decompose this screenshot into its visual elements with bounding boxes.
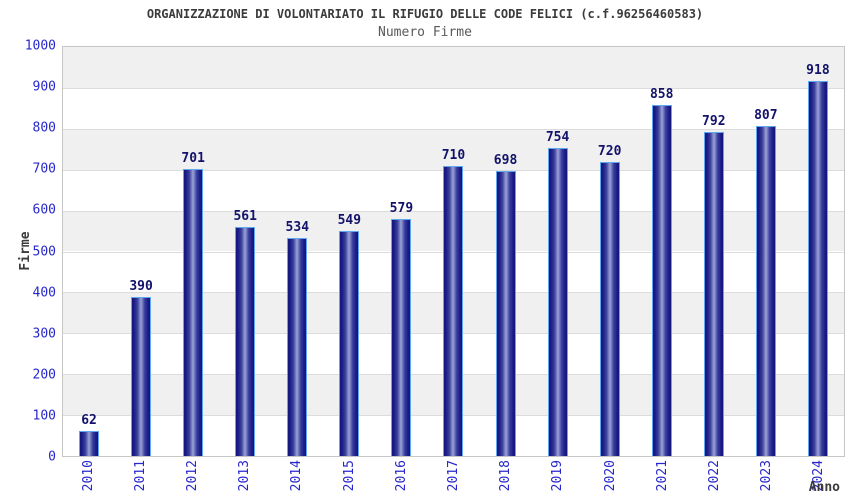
bar-2010 (79, 430, 100, 456)
plot-band (63, 87, 844, 129)
y-axis-tick-labels: 0 100 200 300 400 500 600 700 800 900 1000 (0, 40, 56, 464)
bar-value-label: 534 (285, 219, 310, 235)
bar-2011 (131, 296, 152, 456)
bar-group-2023: 807 (740, 47, 792, 456)
x-tick-cell: 2016 (375, 460, 427, 500)
x-axis-tick-labels: 2010 2011 2012 2013 2014 2015 2016 2017 2018 2019… (62, 460, 845, 500)
bar-value-label: 390 (129, 278, 153, 294)
y-tick-label: 700 (32, 161, 56, 177)
y-tick-label: 600 (32, 202, 56, 218)
bar-group-2022: 792 (688, 47, 740, 456)
bar-group-2011: 390 (115, 47, 167, 456)
bar-2017 (443, 165, 464, 456)
bar-value-label: 710 (441, 147, 466, 163)
bar-group-2016: 579 (375, 47, 427, 456)
y-tick-label: 200 (32, 367, 56, 383)
x-tick-cell: 2021 (636, 460, 688, 500)
x-tick-cell: 2015 (323, 460, 375, 500)
bar-value-label: 62 (81, 412, 97, 428)
bar-group-2020: 720 (584, 47, 636, 456)
x-tick-label: 2016 (393, 460, 409, 492)
bar-2020 (599, 161, 620, 456)
x-tick-label: 2021 (654, 460, 670, 492)
x-tick-cell: 2011 (114, 460, 166, 500)
bars-container: 62 390 701 561 534 549 579 710 698 754 720 858 792 80… (63, 47, 844, 456)
bar-value-label: 701 (181, 151, 205, 167)
y-tick-label: 900 (32, 79, 56, 95)
bar-2019 (547, 147, 568, 456)
bar-value-label: 754 (545, 129, 570, 145)
chart-title: ORGANIZZAZIONE DI VOLONTARIATO IL RIFUGI… (146, 7, 704, 21)
bar-2013 (235, 226, 256, 456)
x-tick-label: 2012 (185, 460, 200, 492)
x-tick-label: 2013 (237, 460, 253, 492)
bar-2024 (807, 80, 828, 456)
bar-group-2021: 858 (636, 47, 688, 456)
x-tick-label: 2011 (132, 460, 148, 492)
x-tick-cell: 2012 (166, 460, 218, 500)
x-tick-cell: 2010 (62, 460, 114, 500)
x-tick-label: 2019 (550, 460, 566, 492)
bar-group-2018: 698 (480, 47, 532, 456)
x-tick-cell: 2022 (688, 460, 740, 500)
x-tick-cell: 2019 (532, 460, 584, 500)
bar-value-label: 698 (493, 152, 518, 168)
bar-2018 (495, 170, 516, 456)
bar-2016 (391, 219, 412, 456)
plot-band (63, 47, 844, 88)
y-tick-label: 1000 (24, 38, 56, 54)
bar-value-label: 549 (337, 213, 362, 229)
y-tick-label: 400 (32, 285, 56, 301)
x-tick-label: 2018 (498, 460, 514, 492)
bar-group-2017: 710 (427, 47, 479, 456)
bar-value-label: 807 (754, 107, 778, 123)
x-tick-label: 2017 (446, 460, 462, 492)
y-tick-label: 500 (32, 244, 56, 259)
bar-group-2014: 534 (271, 47, 323, 456)
x-tick-label: 2022 (707, 460, 723, 492)
x-tick-cell: 2020 (584, 460, 636, 500)
x-axis-title: Anno (808, 480, 840, 495)
x-tick-cell: 2013 (219, 460, 271, 500)
x-tick-label: 2023 (759, 460, 775, 492)
bar-value-label: 720 (597, 143, 622, 159)
x-tick-cell: 2018 (480, 460, 532, 500)
bar-2014 (287, 237, 308, 456)
x-tick-label: 2020 (602, 460, 618, 492)
bar-group-2010: 62 (63, 47, 115, 456)
bar-group-2012: 701 (167, 47, 219, 456)
x-tick-cell: 2017 (427, 460, 479, 500)
chart-subtitle: Numero Firme (378, 25, 472, 40)
y-tick-label: 0 (48, 449, 56, 465)
x-tick-cell: 2023 (741, 460, 793, 500)
bar-value-label: 918 (806, 62, 830, 78)
bar-value-label: 579 (389, 201, 414, 217)
bar-2015 (339, 231, 360, 456)
x-tick-label: 2014 (289, 460, 305, 492)
bar-group-2015: 549 (323, 47, 375, 456)
x-tick-cell: 2014 (271, 460, 323, 500)
bar-value-label: 561 (233, 208, 257, 224)
bar-value-label: 858 (649, 87, 674, 103)
bar-2023 (755, 125, 776, 456)
plot-area: 62 390 701 561 534 549 579 710 698 754 720 858 792 80… (62, 46, 845, 457)
x-tick-label: 2010 (80, 460, 96, 492)
bar-2012 (183, 169, 204, 456)
bar-group-2013: 561 (219, 47, 271, 456)
x-tick-label: 2015 (341, 460, 357, 492)
y-tick-label: 800 (32, 120, 56, 136)
bar-2021 (651, 105, 672, 456)
bar-group-2019: 754 (532, 47, 584, 456)
bar-value-label: 792 (702, 114, 726, 130)
y-tick-label: 100 (32, 408, 56, 424)
bar-2022 (703, 132, 724, 456)
y-tick-label: 300 (32, 326, 56, 342)
bar-group-2024: 918 (792, 47, 844, 456)
